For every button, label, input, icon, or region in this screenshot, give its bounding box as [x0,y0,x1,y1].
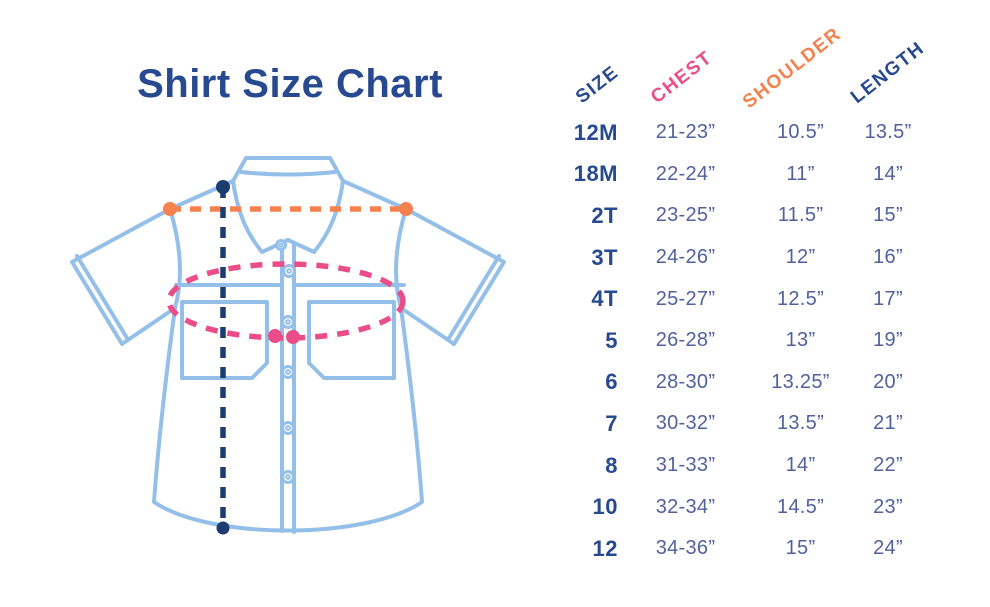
chest-measure-ellipse [166,261,406,344]
row-7-shoulder: 13.5” [776,412,825,435]
row-8-shoulder: 14” [785,454,816,477]
shirt-buttons [275,239,296,484]
row-12-shoulder: 15” [785,537,816,560]
row-12M-shoulder: 10.5” [776,121,825,144]
row-10-shoulder: 14.5” [776,495,825,518]
row-8-length: 22” [873,454,903,477]
row-18M-size: 18M [573,161,618,187]
row-12-chest: 34-36” [655,537,716,560]
row-6-chest: 28-30” [655,370,716,393]
size-table: 12M 21-23” 10.5” 13.5” 18M 22-24” 11” 14” 2T 23-2… [548,112,960,570]
row-7-length: 21” [873,412,903,435]
row-8-chest: 31-33” [655,454,716,477]
column-header-length: LENGTH [847,37,929,109]
row-3T-chest: 24-26” [655,246,716,269]
row-3T-size: 3T [591,244,618,270]
shirt-diagram [60,140,520,570]
row-18M-shoulder: 11” [786,162,815,185]
row-5-chest: 26-28” [655,329,716,352]
row-2T-length: 15” [873,204,903,227]
row-2T-shoulder: 11.5” [777,204,824,227]
row-10-size: 10 [592,494,618,520]
row-4T-length: 17” [873,287,903,310]
row-6-size: 6 [605,369,618,395]
row-5-length: 19” [873,329,903,352]
shoulder-measure-line [163,202,413,216]
row-7-size: 7 [605,410,618,436]
row-18M-chest: 22-24” [655,162,716,185]
row-5-size: 5 [605,327,618,353]
row-3T-length: 16” [873,246,903,269]
row-5-shoulder: 13” [785,329,816,352]
row-12M-chest: 21-23” [655,121,716,144]
row-4T-chest: 25-27” [655,287,716,310]
shirt-illustration-icon [70,156,506,535]
row-18M-length: 14” [873,162,903,185]
shirt-outline [70,156,506,534]
row-10-chest: 32-34” [655,495,716,518]
row-4T-shoulder: 12.5” [776,287,825,310]
row-12-length: 24” [873,537,903,560]
column-header-shoulder: SHOULDER [739,23,846,114]
column-header-chest: CHEST [647,47,717,108]
row-2T-size: 2T [591,202,618,228]
row-3T-shoulder: 12” [785,246,816,269]
row-8-size: 8 [605,452,618,478]
row-4T-size: 4T [591,286,618,312]
row-10-length: 23” [873,495,903,518]
row-7-chest: 30-32” [655,412,716,435]
row-6-length: 20” [873,370,903,393]
row-12-size: 12 [592,535,618,561]
row-12M-size: 12M [573,119,618,145]
page-title: Shirt Size Chart [137,62,443,106]
column-header-size: SIZE [572,61,624,108]
row-6-shoulder: 13.25” [771,370,830,393]
row-2T-chest: 23-25” [655,204,716,227]
length-measure-line [216,180,230,535]
row-12M-length: 13.5” [864,121,912,144]
